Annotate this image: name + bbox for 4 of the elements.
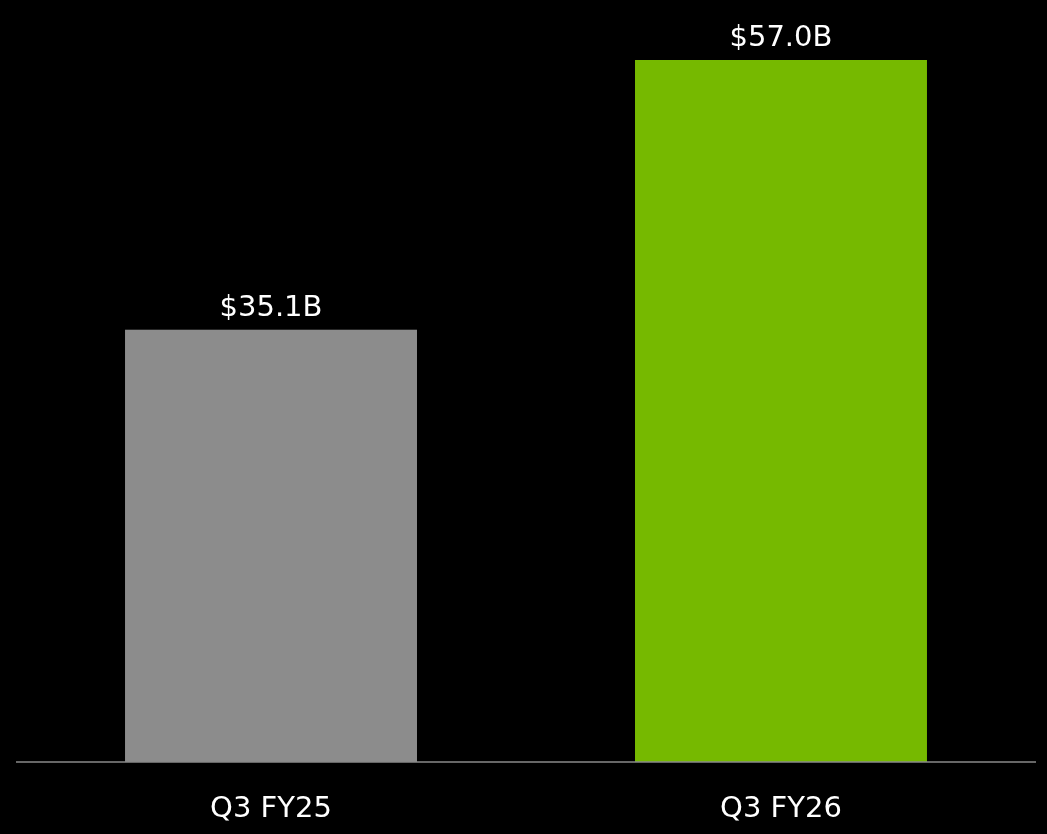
x-tick-label: Q3 FY25 bbox=[210, 790, 332, 824]
data-label: $35.1B bbox=[219, 288, 323, 323]
x-tick-label: Q3 FY26 bbox=[720, 790, 842, 824]
data-label: $57.0B bbox=[729, 19, 833, 53]
